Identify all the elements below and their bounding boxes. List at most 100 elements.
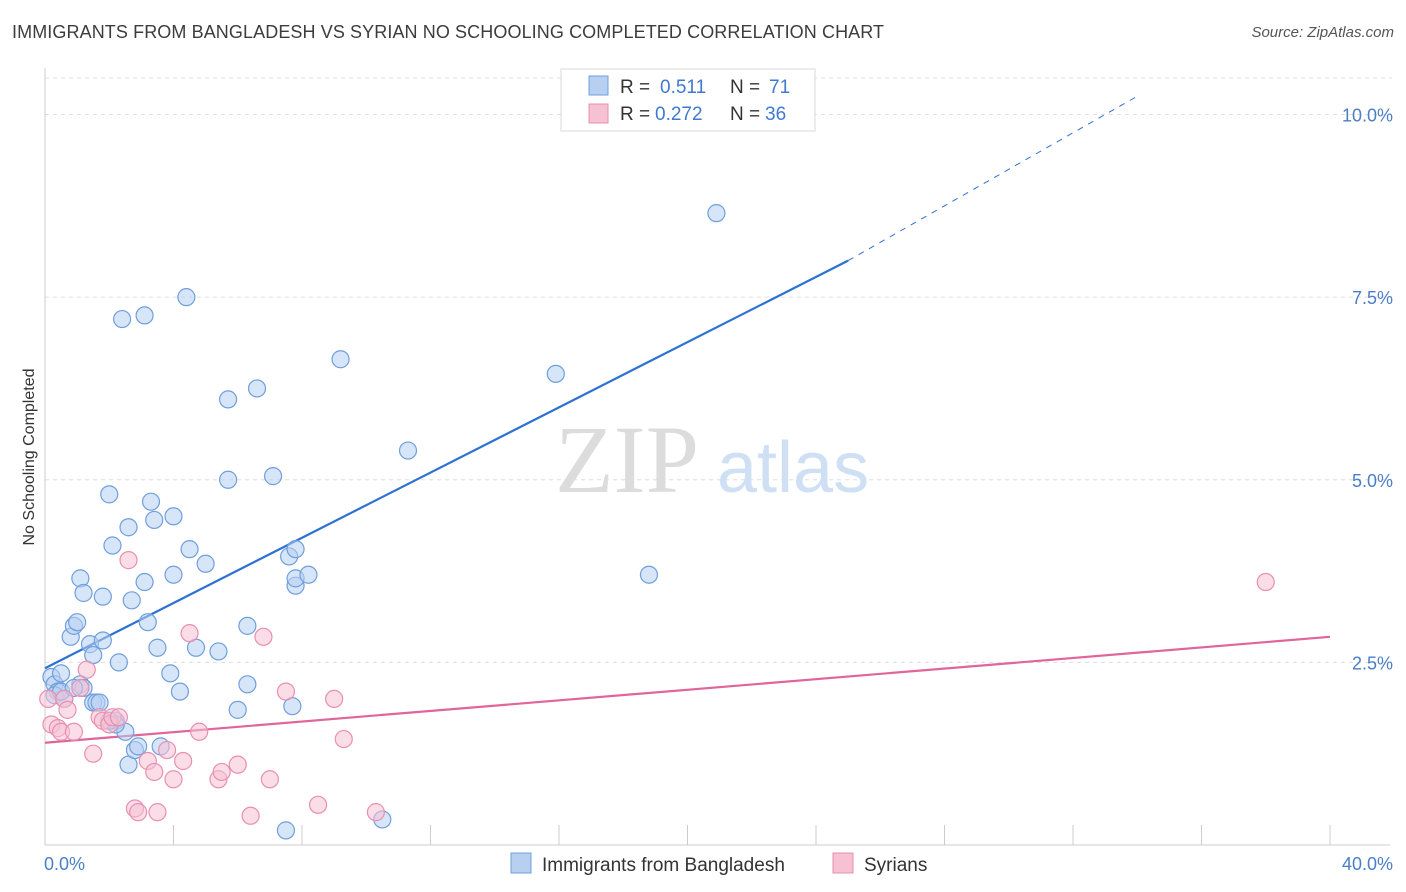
x-tick-label-1: 40.0%	[1342, 854, 1393, 874]
watermark: ZIP atlas	[555, 406, 869, 513]
syrians-point-17	[129, 803, 148, 822]
syrians-point-22	[164, 770, 183, 789]
syrians-point-15	[119, 551, 138, 570]
syrians-point-24	[180, 624, 199, 643]
bangladesh-point-59	[286, 540, 305, 559]
syrians-point-27	[212, 762, 231, 782]
bangladesh-point-23	[109, 653, 128, 672]
bangladesh-point-39	[164, 565, 183, 584]
legend-r-value-pink: 0.272	[655, 104, 703, 125]
watermark-atlas: atlas	[717, 428, 869, 508]
bottom-legend: Immigrants from Bangladesh Syrians	[510, 852, 927, 876]
tick-labels: 2.5% 5.0% 7.5% 10.0% 0.0% 40.0%	[44, 106, 1393, 874]
bangladesh-point-8	[68, 613, 87, 632]
syrians-point-6	[64, 722, 84, 741]
syrians-point-5	[58, 700, 77, 719]
y-tick-label-1: 5.0%	[1352, 471, 1393, 491]
bangladesh-point-21	[103, 536, 122, 555]
bangladesh-point-46	[209, 642, 228, 661]
syrians-point-14	[109, 708, 128, 727]
bangladesh-point-31	[135, 306, 154, 325]
legend-n-label-blue: N =	[730, 77, 760, 98]
legend-swatch-blue	[588, 75, 609, 96]
syrians-point-33	[308, 795, 328, 814]
bangladesh-point-51	[238, 616, 257, 635]
bangladesh-point-65	[639, 565, 659, 584]
syrians-point-0	[39, 689, 58, 709]
bangladesh-point-60	[299, 565, 318, 584]
y-axis-label: No Schooling Completed	[21, 369, 38, 546]
y-tick-label-0: 2.5%	[1352, 653, 1393, 673]
bangladesh-point-28	[122, 591, 141, 610]
bottom-legend-label-blue: Immigrants from Bangladesh	[542, 855, 785, 876]
syrians-point-8	[77, 660, 96, 679]
trend-lines	[44, 95, 1331, 744]
trend-line-syrians	[44, 635, 1331, 744]
bangladesh-point-61	[331, 350, 350, 369]
bangladesh-point-47	[219, 390, 238, 409]
series-bangladesh-points	[42, 204, 726, 840]
syrians-point-7	[71, 678, 90, 698]
syrians-point-20	[148, 803, 167, 822]
bangladesh-point-52	[247, 379, 267, 398]
bottom-legend-swatch-blue	[510, 852, 532, 874]
legend-n-value-blue: 71	[769, 77, 790, 98]
syrians-point-30	[254, 627, 273, 646]
syrians-point-29	[241, 806, 260, 825]
axes	[44, 68, 1390, 846]
bangladesh-point-38	[161, 664, 180, 683]
bangladesh-point-45	[196, 554, 215, 573]
syrians-point-23	[174, 751, 193, 771]
y-tick-label-3: 10.0%	[1342, 106, 1393, 126]
series-syrians-points	[39, 551, 1275, 825]
syrians-point-34	[325, 689, 344, 709]
syrians-point-32	[276, 682, 296, 701]
legend-r-label-blue: R =	[620, 77, 650, 98]
bangladesh-point-20	[100, 485, 119, 504]
y-tick-label-2: 7.5%	[1352, 288, 1393, 308]
syrians-point-36	[366, 803, 385, 822]
bangladesh-point-33	[138, 613, 157, 632]
legend-swatch-pink	[588, 103, 609, 124]
bangladesh-point-12	[74, 583, 93, 603]
bangladesh-point-48	[219, 470, 238, 489]
bangladesh-point-35	[145, 510, 164, 530]
trend-line-bangladesh	[44, 259, 849, 670]
bangladesh-point-64	[546, 364, 565, 383]
x-tick-label-0: 0.0%	[44, 854, 85, 874]
legend-r-value-blue: 0.511	[660, 77, 706, 98]
syrians-point-28	[228, 755, 247, 774]
bangladesh-point-42	[177, 288, 196, 307]
legend-box: R = 0.511 N = 71 R = 0.272 N = 36	[560, 68, 816, 132]
syrians-point-25	[190, 722, 209, 741]
bottom-legend-label-pink: Syrians	[864, 855, 927, 876]
syrians-point-35	[334, 729, 353, 749]
legend-n-value-pink: 36	[765, 104, 786, 125]
watermark-zip: ZIP	[555, 406, 699, 513]
bangladesh-point-24	[112, 309, 132, 329]
bangladesh-point-63	[398, 441, 418, 460]
source-label: Source: ZipAtlas.com	[1251, 24, 1394, 41]
bottom-legend-swatch-pink	[832, 852, 854, 874]
bangladesh-point-30	[129, 737, 148, 756]
bangladesh-point-43	[180, 540, 199, 559]
bangladesh-point-19	[93, 631, 112, 650]
syrians-point-21	[157, 740, 177, 760]
bangladesh-point-32	[135, 572, 154, 592]
bangladesh-point-66	[707, 204, 726, 223]
syrians-point-31	[260, 770, 279, 789]
bangladesh-point-34	[141, 492, 161, 511]
syrians-point-19	[145, 762, 164, 782]
trend-line-bangladesh-extension	[847, 95, 1138, 262]
syrians-point-37	[1256, 572, 1275, 592]
legend-r-label-pink: R =	[620, 104, 650, 125]
bangladesh-point-40	[164, 507, 183, 526]
bangladesh-point-53	[263, 467, 283, 486]
bangladesh-point-41	[170, 682, 190, 701]
bangladesh-point-50	[238, 675, 257, 694]
bangladesh-point-36	[148, 638, 167, 657]
legend-n-label-pink: N =	[730, 104, 760, 125]
bangladesh-point-18	[93, 587, 112, 606]
bangladesh-point-54	[276, 821, 296, 840]
chart-title: IMMIGRANTS FROM BANGLADESH VS SYRIAN NO …	[12, 22, 885, 42]
